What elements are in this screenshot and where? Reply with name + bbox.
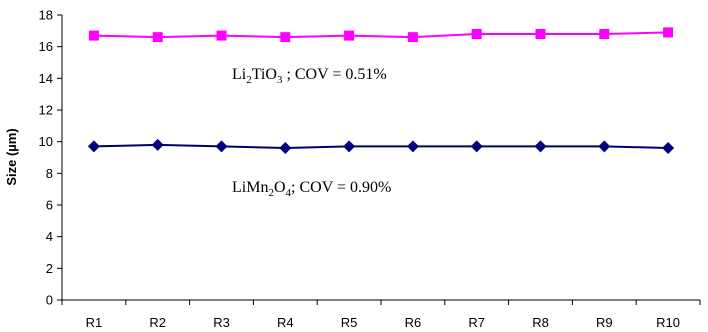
y-tick-label: 6 (46, 198, 53, 213)
annotation-text: TiO (252, 66, 277, 83)
diamond-marker (279, 142, 292, 154)
x-tick-label: R2 (149, 315, 166, 330)
subscript: 2 (246, 74, 252, 86)
diamond-marker (343, 140, 356, 153)
x-tick-label: R8 (532, 315, 549, 330)
y-tick-label: 2 (46, 261, 53, 276)
annotation-text: O (274, 179, 286, 196)
diamond-marker (87, 140, 100, 153)
square-marker (535, 29, 546, 39)
square-marker (280, 32, 291, 43)
square-marker (407, 32, 418, 43)
diamond-marker (215, 140, 228, 153)
x-axis: R1 R2 R3 R4 R5 R6 R7 R8 R9 R10 (61, 299, 701, 330)
annotation-text: Li (232, 66, 247, 83)
diamond-marker (470, 140, 483, 153)
square-marker (152, 32, 163, 43)
y-axis: 0 2 4 6 8 10 12 14 16 18 (39, 8, 63, 308)
y-tick-label: 4 (46, 229, 53, 244)
annotation-text: ; COV = 0.90% (291, 179, 391, 196)
subscript: 4 (286, 187, 292, 199)
x-tick-label: R9 (596, 315, 613, 330)
square-marker (216, 30, 227, 41)
series-2 (87, 138, 675, 154)
x-tick-label: R4 (277, 315, 294, 330)
x-tick-label: R1 (86, 315, 103, 330)
square-marker (663, 27, 674, 38)
y-tick-label: 16 (39, 39, 53, 54)
x-tick-label: R10 (656, 315, 680, 330)
x-tick-label: R5 (341, 315, 358, 330)
square-marker (88, 30, 99, 41)
annotations: Li2TiO3 ; COV = 0.51%LiMn2O4; COV = 0.90… (232, 66, 391, 199)
y-tick-label: 8 (46, 166, 53, 181)
square-marker (599, 29, 610, 39)
diamond-marker (662, 142, 675, 154)
y-tick-label: 12 (39, 103, 53, 118)
diamond-marker (534, 140, 547, 153)
annotation-text: LiMn (232, 179, 268, 196)
y-tick-label: 10 (39, 134, 53, 149)
series-layer (87, 27, 675, 154)
diamond-marker (598, 140, 611, 153)
x-tick-label: R3 (213, 315, 230, 330)
square-marker (471, 29, 482, 39)
y-tick-label: 14 (39, 71, 53, 86)
y-tick-label: 18 (39, 8, 53, 23)
series-line (93, 143, 669, 150)
square-marker (344, 30, 355, 41)
annotation-text: ; COV = 0.51% (282, 66, 386, 83)
series-line (93, 31, 669, 39)
diamond-marker (151, 138, 164, 151)
y-tick-label: 0 (46, 293, 53, 308)
series-1 (88, 27, 674, 43)
diamond-marker (406, 140, 419, 153)
subscript: 2 (268, 187, 274, 199)
y-axis-label: Size (µm) (4, 128, 19, 185)
x-tick-label: R7 (468, 315, 485, 330)
annotation-2: LiMn2O4; COV = 0.90% (232, 179, 391, 199)
x-tick-label: R6 (405, 315, 422, 330)
annotation-1: Li2TiO3 ; COV = 0.51% (232, 66, 387, 86)
subscript: 3 (277, 74, 283, 86)
